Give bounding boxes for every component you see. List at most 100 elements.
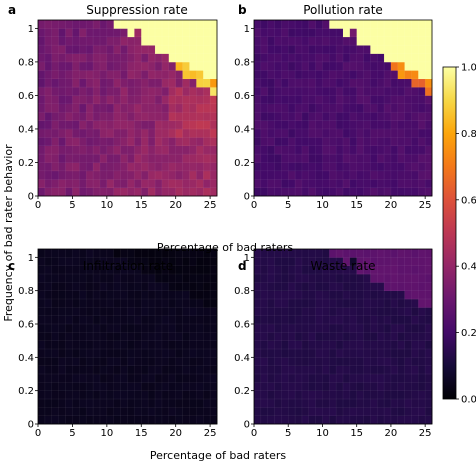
heatmap-cell: [65, 407, 73, 417]
heatmap-cell: [390, 374, 399, 383]
heatmap-cell: [196, 332, 204, 342]
heatmap-cell: [411, 45, 419, 54]
heatmap-cell: [182, 78, 190, 88]
heatmap-cell: [329, 274, 337, 283]
heatmap-cell: [58, 365, 66, 375]
heatmap-cell: [418, 120, 426, 130]
heatmap-cell: [155, 282, 163, 292]
heatmap-cell: [44, 349, 53, 358]
heatmap-cell: [390, 187, 399, 197]
heatmap-cell: [356, 36, 364, 46]
heatmap-cell: [295, 274, 303, 283]
heatmap-cell: [356, 274, 364, 283]
heatmap-cell: [377, 53, 385, 63]
heatmap-cell: [106, 112, 115, 121]
heatmap-cell: [175, 103, 183, 113]
heatmap-cell: [148, 349, 156, 358]
heatmap-cell: [72, 70, 80, 80]
heatmap-cell: [58, 120, 66, 130]
heatmap-cell: [175, 36, 183, 46]
heatmap-cell: [58, 162, 66, 172]
heatmap-cell: [182, 20, 190, 29]
heatmap-cell: [79, 407, 87, 417]
heatmap-cell: [182, 399, 190, 408]
heatmap-cell: [356, 61, 364, 71]
heatmap-cell: [175, 162, 183, 172]
heatmap-cell: [336, 154, 344, 163]
heatmap-cell: [336, 324, 344, 333]
heatmap-cell: [384, 137, 392, 147]
heatmap-cell: [175, 128, 183, 138]
heatmap-cell: [99, 61, 108, 71]
heatmap-cell: [377, 365, 385, 375]
heatmap-cell: [134, 249, 142, 258]
heatmap-cell: [377, 45, 385, 54]
heatmap-cell: [260, 95, 269, 105]
heatmap-cell: [161, 120, 170, 130]
heatmap-cell: [106, 45, 115, 54]
heatmap-cell: [363, 282, 371, 292]
heatmap-cell: [315, 357, 323, 367]
heatmap-cell: [301, 365, 310, 375]
heatmap-cell: [120, 315, 128, 325]
heatmap-cell: [397, 78, 405, 88]
heatmap-cell: [210, 390, 218, 400]
heatmap-cell: [196, 374, 204, 383]
heatmap-cell: [106, 61, 115, 71]
heatmap-cell: [315, 249, 323, 258]
heatmap-cell: [301, 340, 310, 350]
heatmap-cell: [308, 20, 316, 29]
heatmap-cell: [38, 315, 46, 325]
heatmap-cell: [99, 274, 108, 283]
heatmap-cell: [322, 257, 330, 267]
heatmap-cell: [260, 282, 269, 292]
heatmap-cell: [322, 374, 330, 383]
heatmap-cell: [329, 53, 337, 63]
heatmap-cell: [120, 274, 128, 283]
heatmap-cell: [210, 365, 218, 375]
heatmap-cell: [336, 282, 344, 292]
heatmap-cell: [308, 70, 316, 80]
heatmap-cell: [65, 137, 73, 147]
heatmap-cell: [301, 315, 310, 325]
heatmap-cell: [343, 415, 351, 425]
heatmap-cell: [99, 28, 108, 38]
heatmap-cell: [58, 257, 66, 267]
heatmap-cell: [404, 415, 412, 425]
heatmap-cell: [281, 28, 289, 38]
heatmap-cell: [322, 78, 330, 88]
heatmap-cell: [99, 145, 108, 155]
heatmap-cell: [72, 324, 80, 333]
heatmap-cell: [356, 162, 364, 172]
heatmap-cell: [370, 390, 378, 400]
heatmap-cell: [106, 137, 115, 147]
heatmap-cell: [274, 162, 282, 172]
heatmap-cell: [404, 179, 412, 188]
heatmap-cell: [384, 374, 392, 383]
heatmap-cell: [404, 78, 412, 88]
heatmap-cell: [51, 349, 59, 358]
heatmap-cell: [281, 78, 289, 88]
heatmap-cell: [99, 307, 108, 317]
heatmap-cell: [168, 307, 177, 317]
heatmap-cell: [363, 145, 371, 155]
heatmap-cell: [260, 382, 269, 392]
heatmap-cell: [141, 399, 149, 408]
heatmap-cell: [343, 53, 351, 63]
heatmap-cell: [390, 87, 399, 96]
heatmap-cell: [44, 61, 53, 71]
heatmap-cell: [425, 179, 433, 188]
heatmap-cell: [203, 170, 211, 180]
heatmap-cell: [141, 87, 149, 96]
heatmap-cell: [79, 28, 87, 38]
heatmap-cell: [411, 162, 419, 172]
heatmap-cell: [161, 415, 170, 425]
heatmap-cell: [134, 128, 142, 138]
heatmap-cell: [106, 415, 115, 425]
heatmap-cell: [356, 340, 364, 350]
heatmap-cell: [418, 399, 426, 408]
heatmap-cell: [168, 265, 177, 275]
heatmap-cell: [189, 45, 197, 54]
heatmap-cell: [308, 340, 316, 350]
heatmap-cell: [411, 315, 419, 325]
